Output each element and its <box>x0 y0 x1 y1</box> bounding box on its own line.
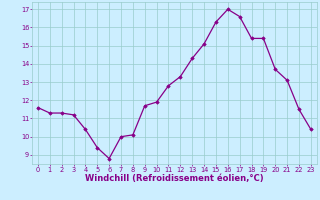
X-axis label: Windchill (Refroidissement éolien,°C): Windchill (Refroidissement éolien,°C) <box>85 174 264 183</box>
